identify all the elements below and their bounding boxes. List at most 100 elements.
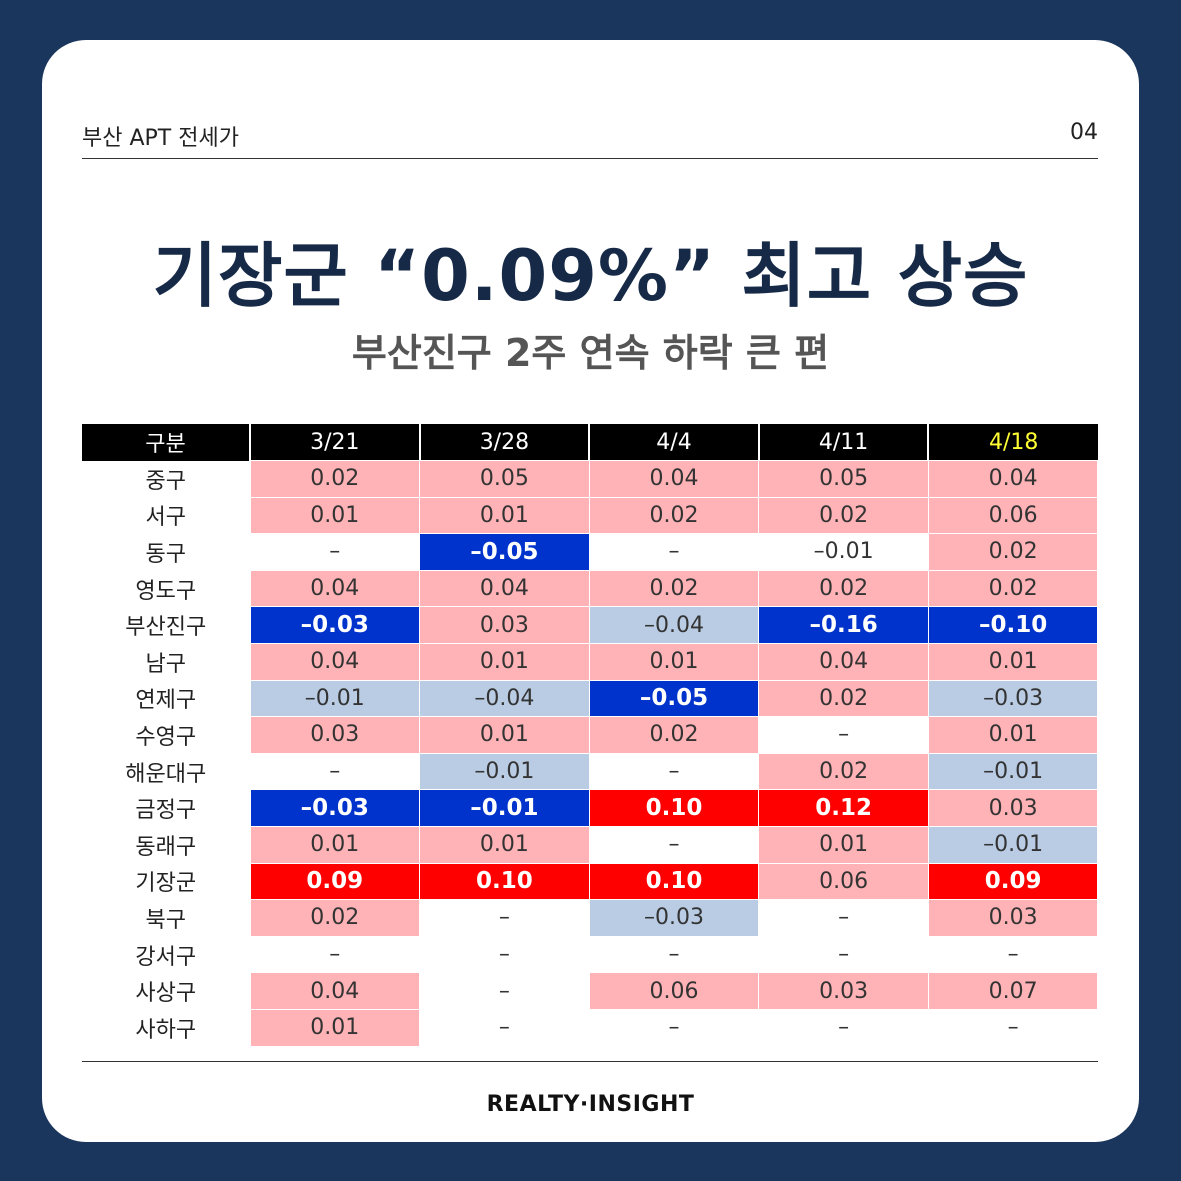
value-cell: – — [249, 533, 421, 571]
value-cell: 0.03 — [927, 899, 1099, 937]
value-cell: –0.03 — [588, 899, 760, 937]
value-cell: 0.02 — [588, 716, 760, 754]
value-cell: – — [419, 972, 590, 1010]
value-cell: – — [419, 899, 590, 937]
table-row: 서구 0.01 0.01 0.02 0.02 0.06 — [82, 496, 1099, 535]
top-bar: 부산 APT 전세가 04 — [82, 116, 1098, 159]
header-corner: 구분 — [82, 424, 250, 461]
value-cell: – — [758, 1008, 929, 1047]
value-cell: 0.10 — [588, 862, 760, 901]
value-cell: 0.01 — [588, 642, 760, 681]
table-row: 남구 0.04 0.01 0.01 0.04 0.01 — [82, 642, 1099, 681]
table-row: 동구 – –0.05– –0.01 0.02 — [82, 533, 1099, 571]
value-cell: –0.01 — [927, 752, 1099, 791]
value-cell: 0.02 — [758, 569, 929, 608]
value-cell: 0.12 — [758, 789, 929, 827]
value-cell: 0.10 — [419, 862, 590, 901]
row-label: 동래구 — [135, 834, 197, 860]
value-cell: 0.01 — [758, 825, 929, 864]
row-label: 동구 — [145, 541, 186, 567]
row-label: 서구 — [145, 505, 186, 531]
value-cell: 0.09 — [927, 862, 1099, 901]
value-cell: –0.16 — [758, 606, 929, 644]
value-cell: – — [927, 1008, 1099, 1047]
value-cell: 0.01 — [249, 496, 421, 535]
header-date-2: 3/28 — [418, 424, 590, 461]
value-cell: 0.03 — [927, 789, 1099, 827]
row-label: 강서구 — [135, 944, 197, 970]
table-row: 영도구 0.04 0.04 0.02 0.02 0.02 — [82, 569, 1099, 608]
row-label: 연제구 — [135, 688, 197, 714]
value-cell: 0.01 — [419, 642, 590, 681]
value-cell: –0.01 — [419, 752, 590, 791]
value-cell: 0.02 — [588, 569, 760, 608]
value-cell: 0.02 — [249, 460, 421, 498]
content-card: 부산 APT 전세가 04 기장군 “0.09%” 최고 상승 부산진구 2주 … — [42, 40, 1139, 1142]
header-date-1: 3/21 — [249, 424, 420, 461]
value-cell: 0.04 — [419, 569, 590, 608]
value-cell: 0.04 — [588, 460, 760, 498]
value-cell: 0.02 — [927, 533, 1099, 571]
table-header-row: 구분 3/21 3/28 4/4 4/11 4/18 — [82, 424, 1098, 461]
row-label: 중구 — [145, 468, 186, 494]
value-cell: –0.04 — [419, 679, 590, 718]
value-cell: 0.01 — [419, 496, 590, 535]
brand-logo-text: REALTY·INSIGHT — [486, 1092, 695, 1117]
row-label: 사하구 — [135, 1017, 197, 1043]
value-cell: 0.03 — [419, 606, 590, 644]
bottom-divider — [82, 1061, 1098, 1062]
value-cell: 0.02 — [927, 569, 1099, 608]
table-row: 부산진구 –0.03 0.03 –0.04 –0.16 –0.10 — [82, 606, 1099, 644]
value-cell: 0.06 — [588, 972, 760, 1010]
value-cell: 0.06 — [758, 862, 929, 901]
header-date-5: 4/18 — [927, 424, 1098, 461]
value-cell: 0.01 — [927, 642, 1099, 681]
value-cell: 0.01 — [419, 825, 590, 864]
header-date-4: 4/11 — [757, 424, 929, 461]
value-cell: 0.07 — [927, 972, 1099, 1010]
value-cell: 0.04 — [927, 460, 1099, 498]
value-cell: 0.03 — [249, 716, 421, 754]
row-label: 해운대구 — [125, 761, 207, 787]
value-cell: 0.01 — [249, 1008, 421, 1047]
value-cell: 0.10 — [588, 789, 760, 827]
row-label: 사상구 — [135, 981, 197, 1007]
value-cell: – — [588, 752, 760, 791]
table-row: 동래구 0.01 0.01–0.01 –0.01 — [82, 825, 1099, 864]
value-cell: – — [588, 1008, 760, 1047]
row-label: 남구 — [145, 651, 186, 677]
value-cell: 0.03 — [758, 972, 929, 1010]
value-cell: –0.10 — [927, 606, 1099, 644]
value-cell: – — [758, 899, 929, 937]
value-cell: – — [758, 716, 929, 754]
table-row: 강서구 – – – – – — [82, 935, 1099, 974]
row-label: 기장군 — [135, 871, 197, 897]
value-cell: – — [419, 935, 590, 974]
value-cell: 0.02 — [758, 496, 929, 535]
section-label: 부산 APT 전세가 — [82, 126, 239, 151]
value-cell: 0.09 — [249, 862, 421, 901]
value-cell: – — [588, 935, 760, 974]
value-cell: – — [588, 825, 760, 864]
value-cell: –0.03 — [249, 606, 421, 644]
value-cell: –0.04 — [588, 606, 760, 644]
value-cell: –0.05 — [419, 533, 590, 571]
change-table: 구분 3/21 3/28 4/4 4/11 4/18 중구 0.02 0.05 0.04 0.0… — [82, 424, 1099, 1047]
value-cell: –0.01 — [419, 789, 590, 827]
table-row: 북구 0.02– –0.03–0.03 — [82, 899, 1099, 937]
value-cell: 0.01 — [419, 716, 590, 754]
row-label: 수영구 — [135, 724, 197, 750]
value-cell: 0.04 — [249, 642, 421, 681]
value-cell: 0.05 — [758, 460, 929, 498]
value-cell: – — [588, 533, 760, 571]
value-cell: 0.05 — [419, 460, 590, 498]
header-date-3: 4/4 — [588, 424, 759, 461]
table-row: 금정구 –0.03 –0.01 0.10 0.12 0.03 — [82, 789, 1099, 827]
value-cell: 0.02 — [588, 496, 760, 535]
row-label: 영도구 — [135, 578, 197, 604]
value-cell: – — [927, 935, 1099, 974]
value-cell: 0.02 — [758, 752, 929, 791]
row-label: 부산진구 — [125, 615, 207, 641]
table-row: 사하구 0.01– – – – — [82, 1008, 1099, 1047]
table-row: 사상구 0.04–0.06 0.03 0.07 — [82, 972, 1099, 1010]
